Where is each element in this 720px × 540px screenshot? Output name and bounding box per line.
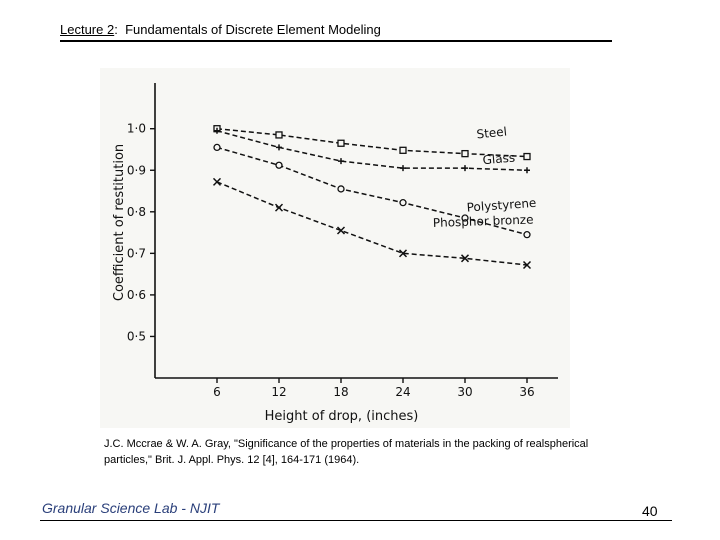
lecture-label: Lecture 2 [60, 22, 115, 37]
y-axis-label: Coefficient of restitution [112, 144, 127, 301]
x-tick-label: 6 [213, 385, 221, 399]
y-tick-label: 0·9 [127, 163, 146, 177]
x-tick-label: 30 [457, 385, 472, 399]
y-tick-label: 1·0 [127, 122, 146, 136]
data-point-polystyrene [213, 143, 221, 152]
data-point-glass [462, 165, 468, 172]
data-point-glass [214, 127, 220, 134]
data-point-steel [399, 146, 407, 154]
header-divider [60, 40, 612, 42]
data-point-polystyrene [461, 214, 469, 222]
data-point-steel [461, 149, 469, 158]
footer-divider [40, 520, 672, 521]
data-point-steel [275, 131, 283, 139]
footer-separator: - [177, 500, 190, 516]
data-point-steel [523, 152, 531, 161]
data-point-phosphor-bronze [460, 254, 470, 263]
data-point-polystyrene [399, 199, 407, 207]
y-tick-label: 0·7 [127, 246, 146, 260]
data-point-phosphor-bronze [212, 177, 222, 186]
footer-institution: NJIT [189, 500, 220, 516]
data-point-steel [337, 139, 345, 147]
y-tick-label: 0·6 [127, 288, 146, 302]
y-tick-label: 0·8 [127, 205, 146, 219]
data-point-polystyrene [523, 231, 531, 239]
data-point-glass [400, 165, 406, 172]
data-point-phosphor-bronze [336, 226, 346, 235]
data-point-glass [276, 144, 282, 151]
x-tick-label: 12 [271, 385, 286, 399]
restitution-chart: 1·0 0·9 0·8 0·7 0·6 0·5 6 12 18 24 30 36 Height of d… [100, 68, 570, 428]
x-tick-label: 18 [333, 385, 348, 399]
x-tick-label: 24 [395, 385, 410, 399]
x-axis-label: Height of drop, (inches) [265, 409, 419, 424]
data-point-polystyrene [337, 185, 345, 193]
series-label-glass: Glass [482, 150, 516, 167]
y-tick-label: 0·5 [127, 329, 146, 343]
series-label-polystyrene: Polystyrene [466, 196, 536, 215]
citation-text: J.C. Mccrae & W. A. Gray, "Significance … [104, 438, 589, 466]
data-point-glass [524, 167, 530, 174]
data-point-glass [338, 158, 344, 165]
lecture-header: Lecture 2: Fundamentals of Discrete Elem… [60, 22, 381, 37]
figure-background [100, 68, 570, 428]
data-point-phosphor-bronze [522, 260, 532, 270]
footer-lab-name: Granular Science Lab [42, 500, 178, 516]
series-line-steel [216, 127, 528, 158]
lecture-title: Fundamentals of Discrete Element Modelin… [125, 22, 381, 37]
page-number: 40 [642, 503, 658, 519]
data-point-phosphor-bronze [274, 203, 284, 212]
footer-lab: Granular Science Lab - NJIT [42, 500, 219, 516]
lecture-separator: : [114, 22, 118, 37]
data-point-phosphor-bronze [398, 249, 408, 258]
series-label-phosphor-bronze: Phosphor bronze [433, 212, 534, 230]
series-line-polystyrene [216, 146, 528, 236]
series-label-steel: Steel [476, 124, 508, 141]
data-point-polystyrene [275, 161, 283, 169]
x-tick-label: 36 [519, 385, 534, 399]
